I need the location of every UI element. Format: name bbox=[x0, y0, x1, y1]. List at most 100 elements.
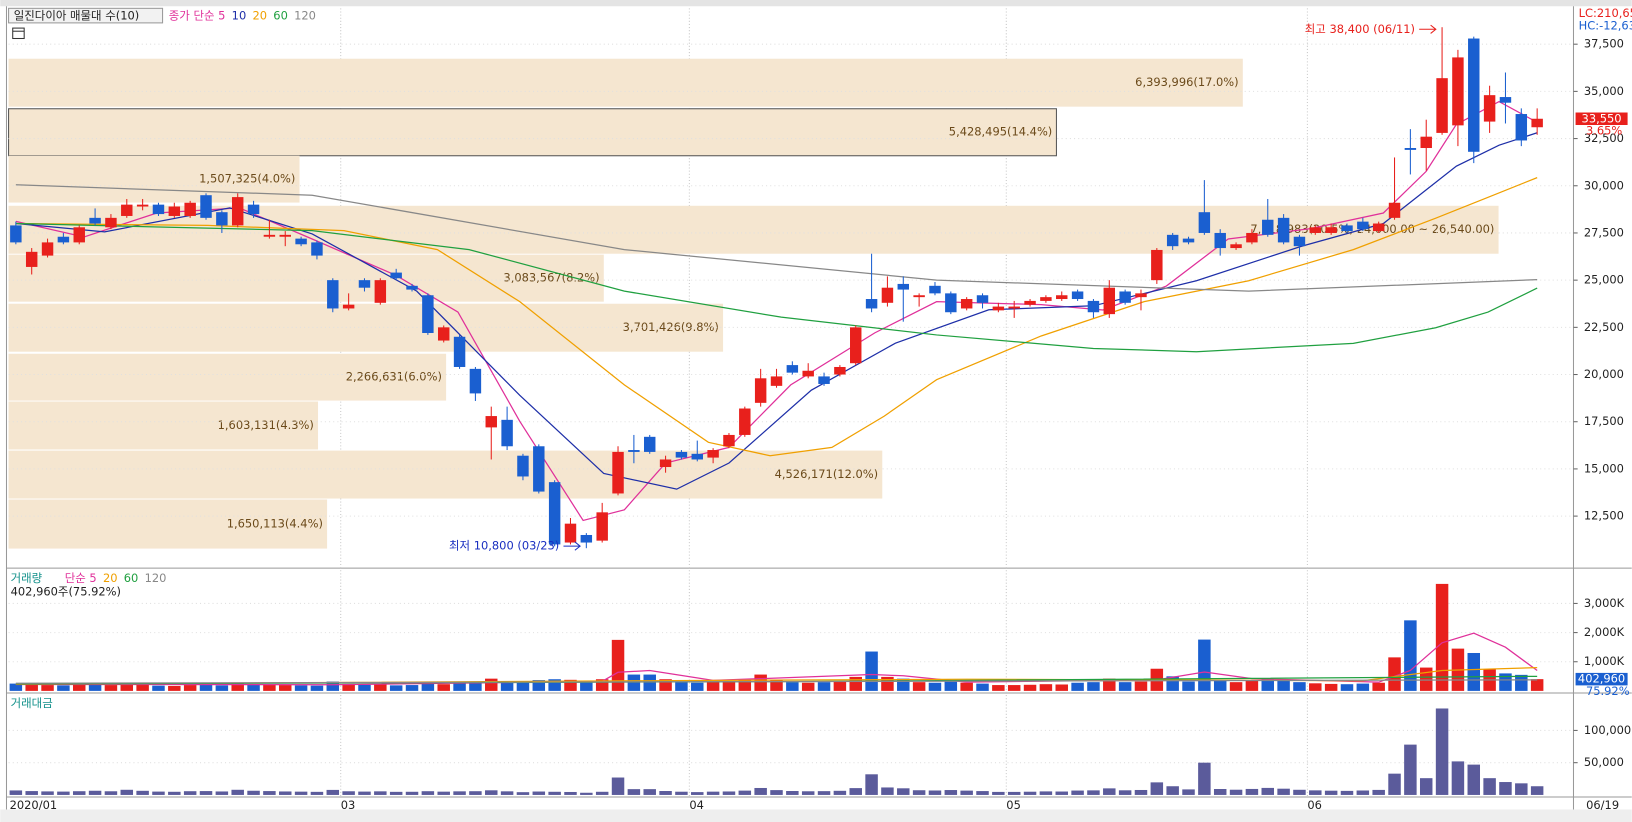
candle-body bbox=[1404, 148, 1417, 150]
volume-profile-bar bbox=[8, 155, 300, 203]
bar bbox=[1039, 684, 1053, 691]
candle-body bbox=[216, 212, 228, 226]
scrollbar[interactable] bbox=[0, 809, 1632, 822]
y-tick-label: 15,000 bbox=[1584, 461, 1624, 475]
candle-body bbox=[1198, 212, 1211, 233]
bar bbox=[437, 684, 450, 691]
x-tick-label: 04 bbox=[689, 798, 704, 812]
bar bbox=[1261, 787, 1274, 795]
bar bbox=[279, 685, 292, 691]
volume-profile-label: 1,603,131(4.3%) bbox=[218, 418, 314, 432]
volume-summary: 402,960주(75.92%) bbox=[11, 585, 121, 599]
bar bbox=[389, 791, 403, 795]
candle-body bbox=[1166, 234, 1179, 247]
bar bbox=[928, 682, 942, 691]
low-annotation: 최저 10,800 (03/23) bbox=[449, 539, 559, 553]
bar bbox=[627, 789, 641, 795]
hc-label: HC:-12,63 bbox=[1579, 19, 1632, 33]
bar bbox=[1023, 684, 1037, 691]
bar bbox=[516, 682, 530, 691]
bar bbox=[88, 684, 102, 691]
bar bbox=[294, 685, 308, 691]
candle-body bbox=[644, 436, 656, 452]
lc-label: LC:210,65 bbox=[1579, 6, 1632, 20]
last-value-box bbox=[1575, 672, 1628, 686]
bar bbox=[263, 791, 276, 795]
bar bbox=[1515, 783, 1528, 795]
candle-body bbox=[10, 225, 22, 243]
bar bbox=[25, 791, 38, 795]
bar bbox=[1340, 684, 1354, 691]
bar bbox=[722, 791, 736, 795]
bar bbox=[1087, 790, 1100, 795]
candle-body bbox=[1214, 232, 1226, 249]
bar bbox=[421, 791, 435, 795]
bar bbox=[1118, 682, 1132, 691]
moving-average bbox=[15, 184, 1538, 292]
bar bbox=[57, 791, 70, 795]
legend-entry: 20 bbox=[252, 9, 267, 23]
bar bbox=[1404, 744, 1417, 795]
bar bbox=[564, 679, 577, 691]
bar bbox=[1467, 764, 1481, 795]
y-tick-label: 22,500 bbox=[1584, 320, 1624, 334]
x-tick-label: 06/19 bbox=[1586, 798, 1619, 812]
candle-body bbox=[485, 416, 497, 428]
high-arrow bbox=[1419, 24, 1437, 34]
bar bbox=[849, 788, 862, 795]
last-price-label: 33,550 bbox=[1582, 111, 1622, 125]
candle-body bbox=[1230, 244, 1242, 249]
candle-body bbox=[881, 287, 894, 303]
candle-body bbox=[517, 455, 529, 477]
bar bbox=[976, 791, 989, 795]
bar bbox=[801, 682, 815, 691]
bar bbox=[1499, 673, 1512, 691]
bar bbox=[1435, 708, 1449, 795]
candle-body bbox=[200, 195, 212, 218]
title-box[interactable] bbox=[8, 7, 164, 24]
bar bbox=[643, 674, 656, 691]
candle-body bbox=[659, 459, 672, 468]
bar bbox=[41, 685, 54, 691]
change-label: 3.65% bbox=[1586, 124, 1622, 138]
bar bbox=[580, 792, 593, 795]
candle-body bbox=[1515, 114, 1528, 141]
candle-body bbox=[358, 280, 371, 288]
bar bbox=[675, 681, 688, 691]
candle-body bbox=[612, 451, 624, 494]
bar bbox=[1071, 790, 1084, 795]
bar bbox=[1055, 684, 1068, 691]
bar bbox=[168, 685, 181, 691]
bar bbox=[1023, 791, 1037, 795]
legend-entry: 20 bbox=[103, 571, 118, 585]
bar bbox=[120, 682, 134, 691]
y-tick-label: 20,000 bbox=[1584, 367, 1624, 381]
candle-body bbox=[818, 376, 830, 384]
bar bbox=[389, 685, 403, 691]
candle-body bbox=[501, 419, 513, 447]
bar bbox=[9, 790, 23, 795]
bar bbox=[659, 679, 672, 691]
candle-body bbox=[929, 285, 941, 294]
bar bbox=[1388, 657, 1401, 691]
bar bbox=[453, 791, 466, 795]
candle-body bbox=[1293, 236, 1306, 247]
y-tick-label: 3,000K bbox=[1584, 596, 1625, 610]
candle-body bbox=[1262, 219, 1274, 235]
bar bbox=[564, 791, 577, 795]
low-arrow bbox=[563, 541, 581, 551]
moving-average bbox=[15, 100, 1538, 522]
moving-average bbox=[15, 666, 1538, 685]
candle-body bbox=[152, 204, 165, 215]
y-tick-label: 30,000 bbox=[1584, 178, 1624, 192]
bar bbox=[1213, 789, 1227, 795]
y-tick-label: 12,500 bbox=[1584, 509, 1624, 523]
bar bbox=[152, 685, 165, 691]
bar bbox=[1293, 682, 1306, 691]
bar bbox=[1277, 680, 1290, 691]
candle-body bbox=[897, 283, 910, 290]
bar bbox=[405, 685, 419, 691]
calendar-icon[interactable] bbox=[12, 27, 25, 40]
bar bbox=[485, 678, 498, 691]
legend-entry: 단순 5 bbox=[65, 571, 97, 585]
